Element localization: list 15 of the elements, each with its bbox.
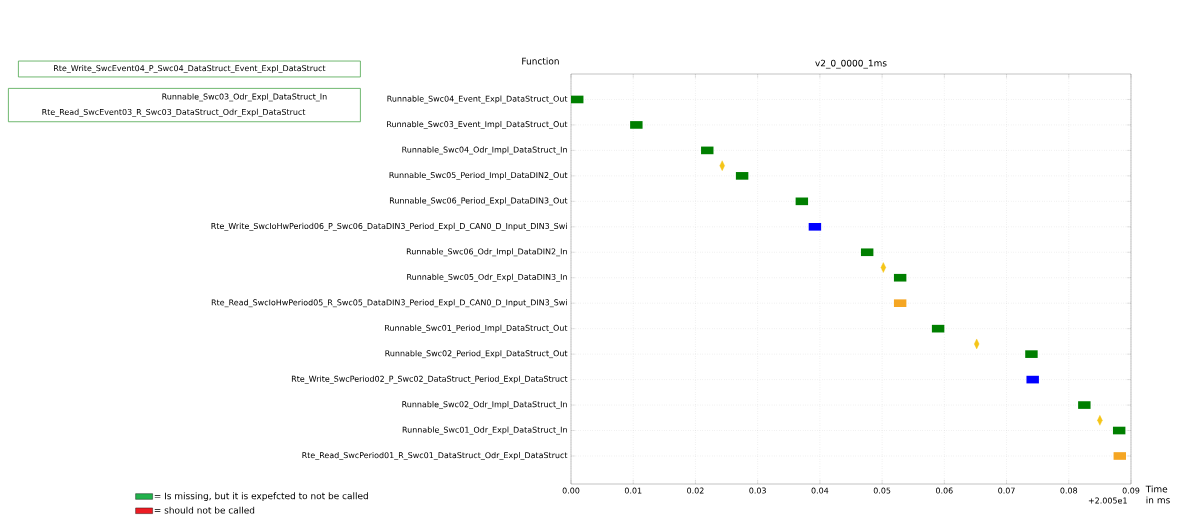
x-axis-title: Time in ms xyxy=(1145,485,1170,504)
bar xyxy=(1078,401,1091,409)
y-axis-title: Function xyxy=(522,57,559,65)
bar xyxy=(735,172,749,180)
bar xyxy=(1113,452,1127,460)
bar xyxy=(893,273,907,282)
bar xyxy=(860,248,874,257)
bar xyxy=(1025,350,1038,358)
legend-label: = Is missing, but it is expefcted to not be called xyxy=(154,492,368,502)
chart-title: v2_0_0000_1ms xyxy=(815,59,887,69)
bar xyxy=(893,299,907,308)
legend-label: = should not be called xyxy=(154,506,255,514)
bar xyxy=(1026,375,1039,384)
bar xyxy=(808,222,822,231)
bar xyxy=(630,121,643,129)
